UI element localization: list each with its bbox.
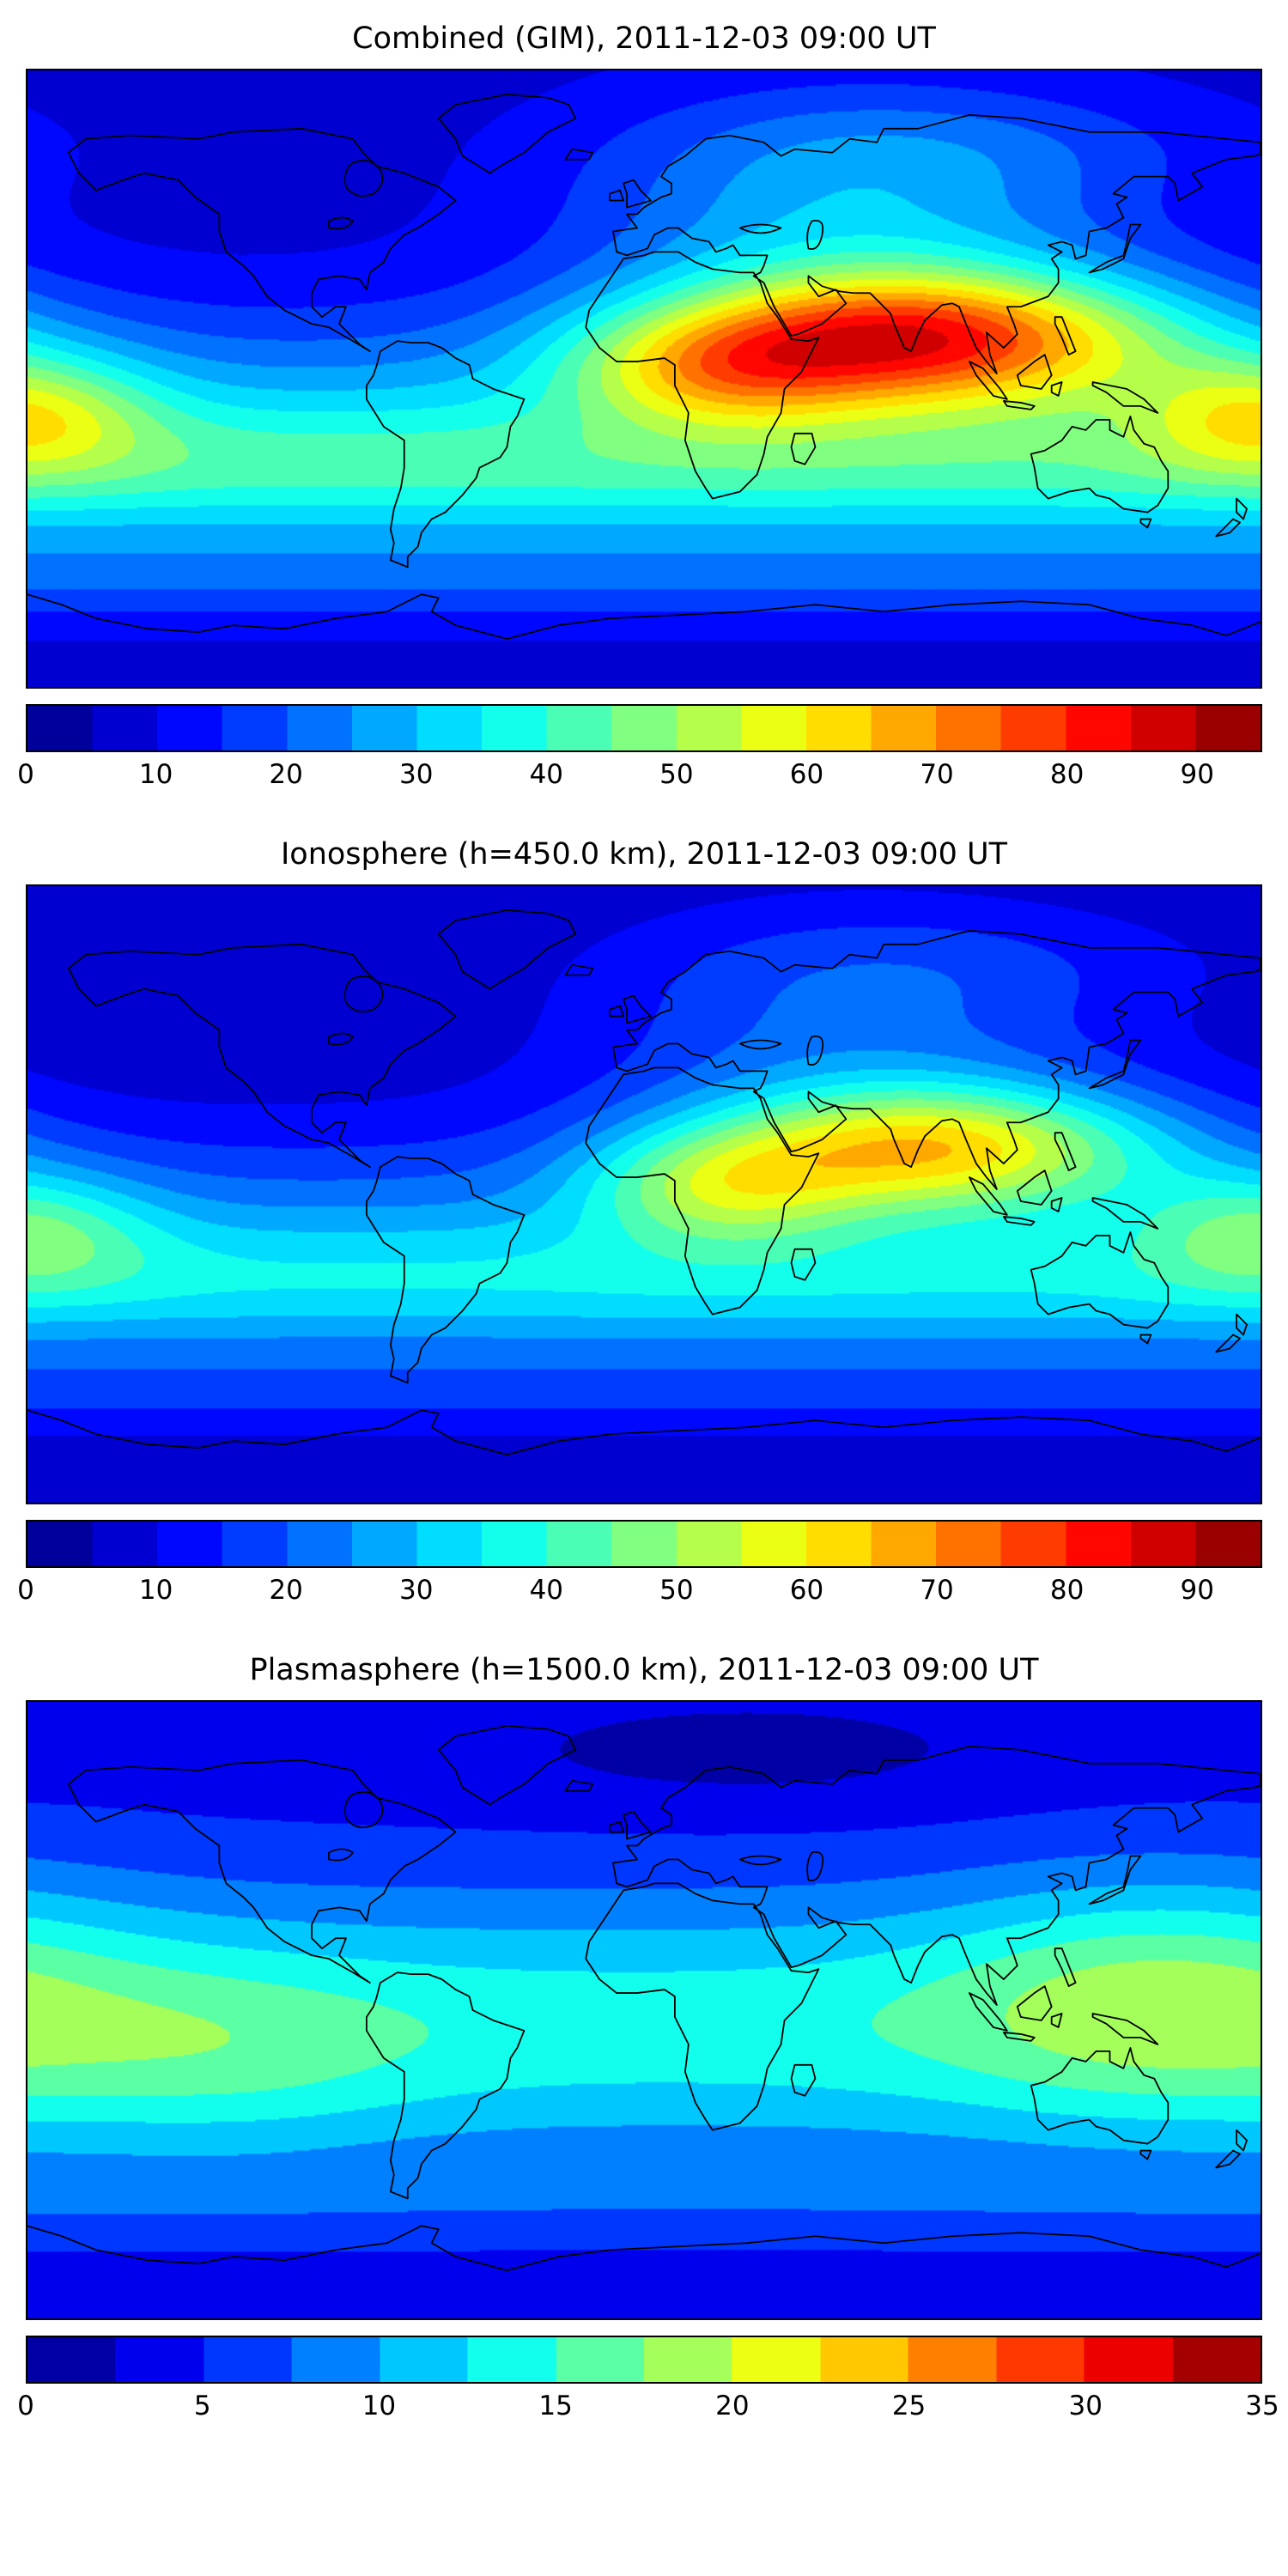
colorbar-tick-label: 0 xyxy=(17,2391,34,2421)
colorbar-tick-label: 80 xyxy=(1049,759,1084,790)
colorbar-tick-label: 20 xyxy=(715,2391,750,2421)
colorbar-ionosphere xyxy=(26,1520,1262,1568)
coastline-path xyxy=(328,160,824,250)
colorbar-tick-label: 80 xyxy=(1049,1575,1084,1606)
colorbar-tick-label: 90 xyxy=(1180,759,1214,790)
colorbar-ticks-ionosphere: 0 10 20 30 40 50 60 70 80 90 xyxy=(17,1573,1262,1613)
coastlines-overlay xyxy=(27,1725,1261,2272)
colorbar-tick-label: 20 xyxy=(269,759,303,790)
panel-combined: Combined (GIM), 2011-12-03 09:00 UT 0 10 2… xyxy=(17,21,1262,797)
colorbar-tick-label: 30 xyxy=(399,759,434,790)
panel-title-plasmasphere: Plasmasphere (h=1500.0 km), 2011-12-03 0… xyxy=(249,1653,1039,1687)
panel-ionosphere: Ionosphere (h=450.0 km), 2011-12-03 09:0… xyxy=(17,836,1262,1613)
coastline-path xyxy=(328,1791,824,1881)
map-plasmasphere xyxy=(26,1700,1262,2320)
colorbar-tick-label: 40 xyxy=(529,1575,564,1606)
colorbar-tick-label: 0 xyxy=(17,1575,34,1606)
colorbar-tick-label: 15 xyxy=(538,2391,573,2421)
colorbar-tick-label: 50 xyxy=(659,759,694,790)
colorbar-tick-label: 10 xyxy=(361,2391,397,2421)
coastline-path xyxy=(67,94,1261,568)
map-combined xyxy=(26,69,1262,689)
colorbar-tick-label: 10 xyxy=(138,759,173,790)
coastline-path xyxy=(328,975,824,1066)
panel-title-ionosphere: Ionosphere (h=450.0 km), 2011-12-03 09:0… xyxy=(280,837,1008,872)
tec-field-canvas-combined xyxy=(27,70,1261,687)
coastline-path xyxy=(67,909,1261,1384)
coastlines-overlay xyxy=(27,94,1261,641)
colorbar-tick-label: 0 xyxy=(17,759,34,790)
colorbar-tick-label: 30 xyxy=(399,1575,434,1606)
tec-field-canvas-plasmasphere xyxy=(27,1702,1261,2318)
figure-page: Combined (GIM), 2011-12-03 09:00 UT 0 10 2… xyxy=(17,21,1279,2428)
colorbar-tick-label: 50 xyxy=(659,1575,694,1606)
colorbar-tick-label: 35 xyxy=(1245,2391,1279,2421)
colorbar-ticks-combined: 0 10 20 30 40 50 60 70 80 90 xyxy=(17,757,1262,797)
colorbar-ticks-plasmasphere: 0 5 10 15 20 25 30 35 xyxy=(17,2389,1279,2428)
colorbar-tick-label: 30 xyxy=(1068,2391,1103,2421)
colorbar-tick-label: 25 xyxy=(891,2391,927,2421)
colorbar-tick-label: 60 xyxy=(789,1575,824,1606)
colorbar-tick-label: 70 xyxy=(920,1575,954,1606)
coastline-path xyxy=(67,1725,1261,2200)
map-ionosphere xyxy=(26,884,1262,1504)
colorbar-tick-label: 10 xyxy=(138,1575,173,1606)
colorbar-tick-label: 70 xyxy=(920,759,954,790)
colorbar-tick-label: 60 xyxy=(789,759,824,790)
coastlines-overlay xyxy=(27,909,1261,1456)
coastline-path xyxy=(27,2225,1261,2272)
colorbar-plasmasphere xyxy=(26,2336,1262,2384)
colorbar-tick-label: 40 xyxy=(529,759,564,790)
panel-title-combined: Combined (GIM), 2011-12-03 09:00 UT xyxy=(352,21,936,56)
colorbar-tick-label: 90 xyxy=(1180,1575,1214,1606)
tec-field-canvas-ionosphere xyxy=(27,886,1261,1503)
colorbar-tick-label: 20 xyxy=(269,1575,303,1606)
coastline-path xyxy=(27,593,1261,641)
panel-plasmasphere: Plasmasphere (h=1500.0 km), 2011-12-03 0… xyxy=(17,1652,1279,2428)
colorbar-combined xyxy=(26,704,1262,752)
colorbar-tick-label: 5 xyxy=(193,2391,211,2421)
coastline-path xyxy=(27,1409,1261,1456)
